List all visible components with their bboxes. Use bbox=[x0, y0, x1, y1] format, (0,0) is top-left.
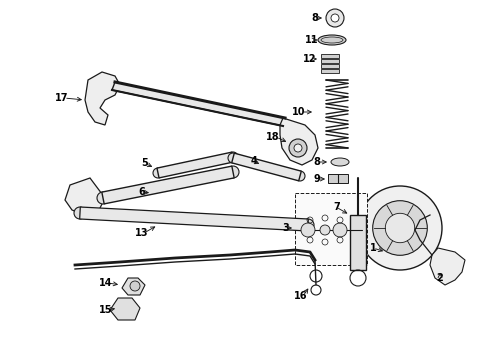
Bar bbox=[321, 54, 339, 58]
Text: 3: 3 bbox=[282, 223, 289, 233]
Text: 4: 4 bbox=[250, 156, 257, 166]
Circle shape bbox=[295, 171, 305, 181]
Bar bbox=[321, 59, 339, 63]
Circle shape bbox=[97, 192, 109, 204]
Bar bbox=[295, 193, 367, 265]
Text: 9: 9 bbox=[313, 174, 320, 184]
Circle shape bbox=[228, 152, 238, 162]
Polygon shape bbox=[85, 72, 120, 125]
Circle shape bbox=[301, 223, 315, 237]
Circle shape bbox=[130, 281, 140, 291]
Text: 5: 5 bbox=[141, 158, 148, 168]
Circle shape bbox=[74, 207, 86, 219]
Polygon shape bbox=[430, 248, 465, 285]
Text: 10: 10 bbox=[292, 107, 305, 117]
Polygon shape bbox=[80, 207, 308, 231]
Polygon shape bbox=[157, 152, 234, 178]
Bar bbox=[321, 64, 339, 68]
Bar bbox=[350, 215, 366, 270]
Circle shape bbox=[385, 213, 415, 243]
Circle shape bbox=[228, 153, 238, 163]
Text: 16: 16 bbox=[294, 291, 307, 301]
Circle shape bbox=[302, 219, 314, 231]
Ellipse shape bbox=[318, 35, 346, 45]
Text: 18: 18 bbox=[267, 132, 280, 142]
Polygon shape bbox=[232, 153, 301, 181]
Text: 7: 7 bbox=[333, 202, 340, 212]
Text: 17: 17 bbox=[54, 93, 68, 103]
Polygon shape bbox=[112, 82, 285, 126]
Polygon shape bbox=[122, 278, 145, 295]
Polygon shape bbox=[110, 298, 140, 320]
Text: 12: 12 bbox=[302, 54, 316, 64]
Polygon shape bbox=[280, 118, 318, 165]
Circle shape bbox=[320, 225, 330, 235]
Text: 13: 13 bbox=[134, 228, 148, 238]
Polygon shape bbox=[65, 178, 105, 215]
Text: 15: 15 bbox=[98, 305, 112, 315]
Text: 8: 8 bbox=[313, 157, 320, 167]
Circle shape bbox=[153, 168, 163, 178]
Circle shape bbox=[331, 14, 339, 22]
Bar bbox=[328, 174, 348, 183]
Polygon shape bbox=[102, 166, 234, 204]
Bar bbox=[321, 69, 339, 73]
Circle shape bbox=[294, 144, 302, 152]
Circle shape bbox=[373, 201, 427, 255]
Circle shape bbox=[333, 223, 347, 237]
Circle shape bbox=[227, 166, 239, 178]
Circle shape bbox=[358, 186, 442, 270]
Ellipse shape bbox=[331, 158, 349, 166]
Text: 11: 11 bbox=[304, 35, 318, 45]
Text: 6: 6 bbox=[138, 187, 145, 197]
Circle shape bbox=[289, 139, 307, 157]
Circle shape bbox=[326, 9, 344, 27]
Text: 2: 2 bbox=[436, 273, 443, 283]
Text: 1: 1 bbox=[370, 243, 377, 253]
Text: 8: 8 bbox=[311, 13, 318, 23]
Text: 14: 14 bbox=[98, 278, 112, 288]
